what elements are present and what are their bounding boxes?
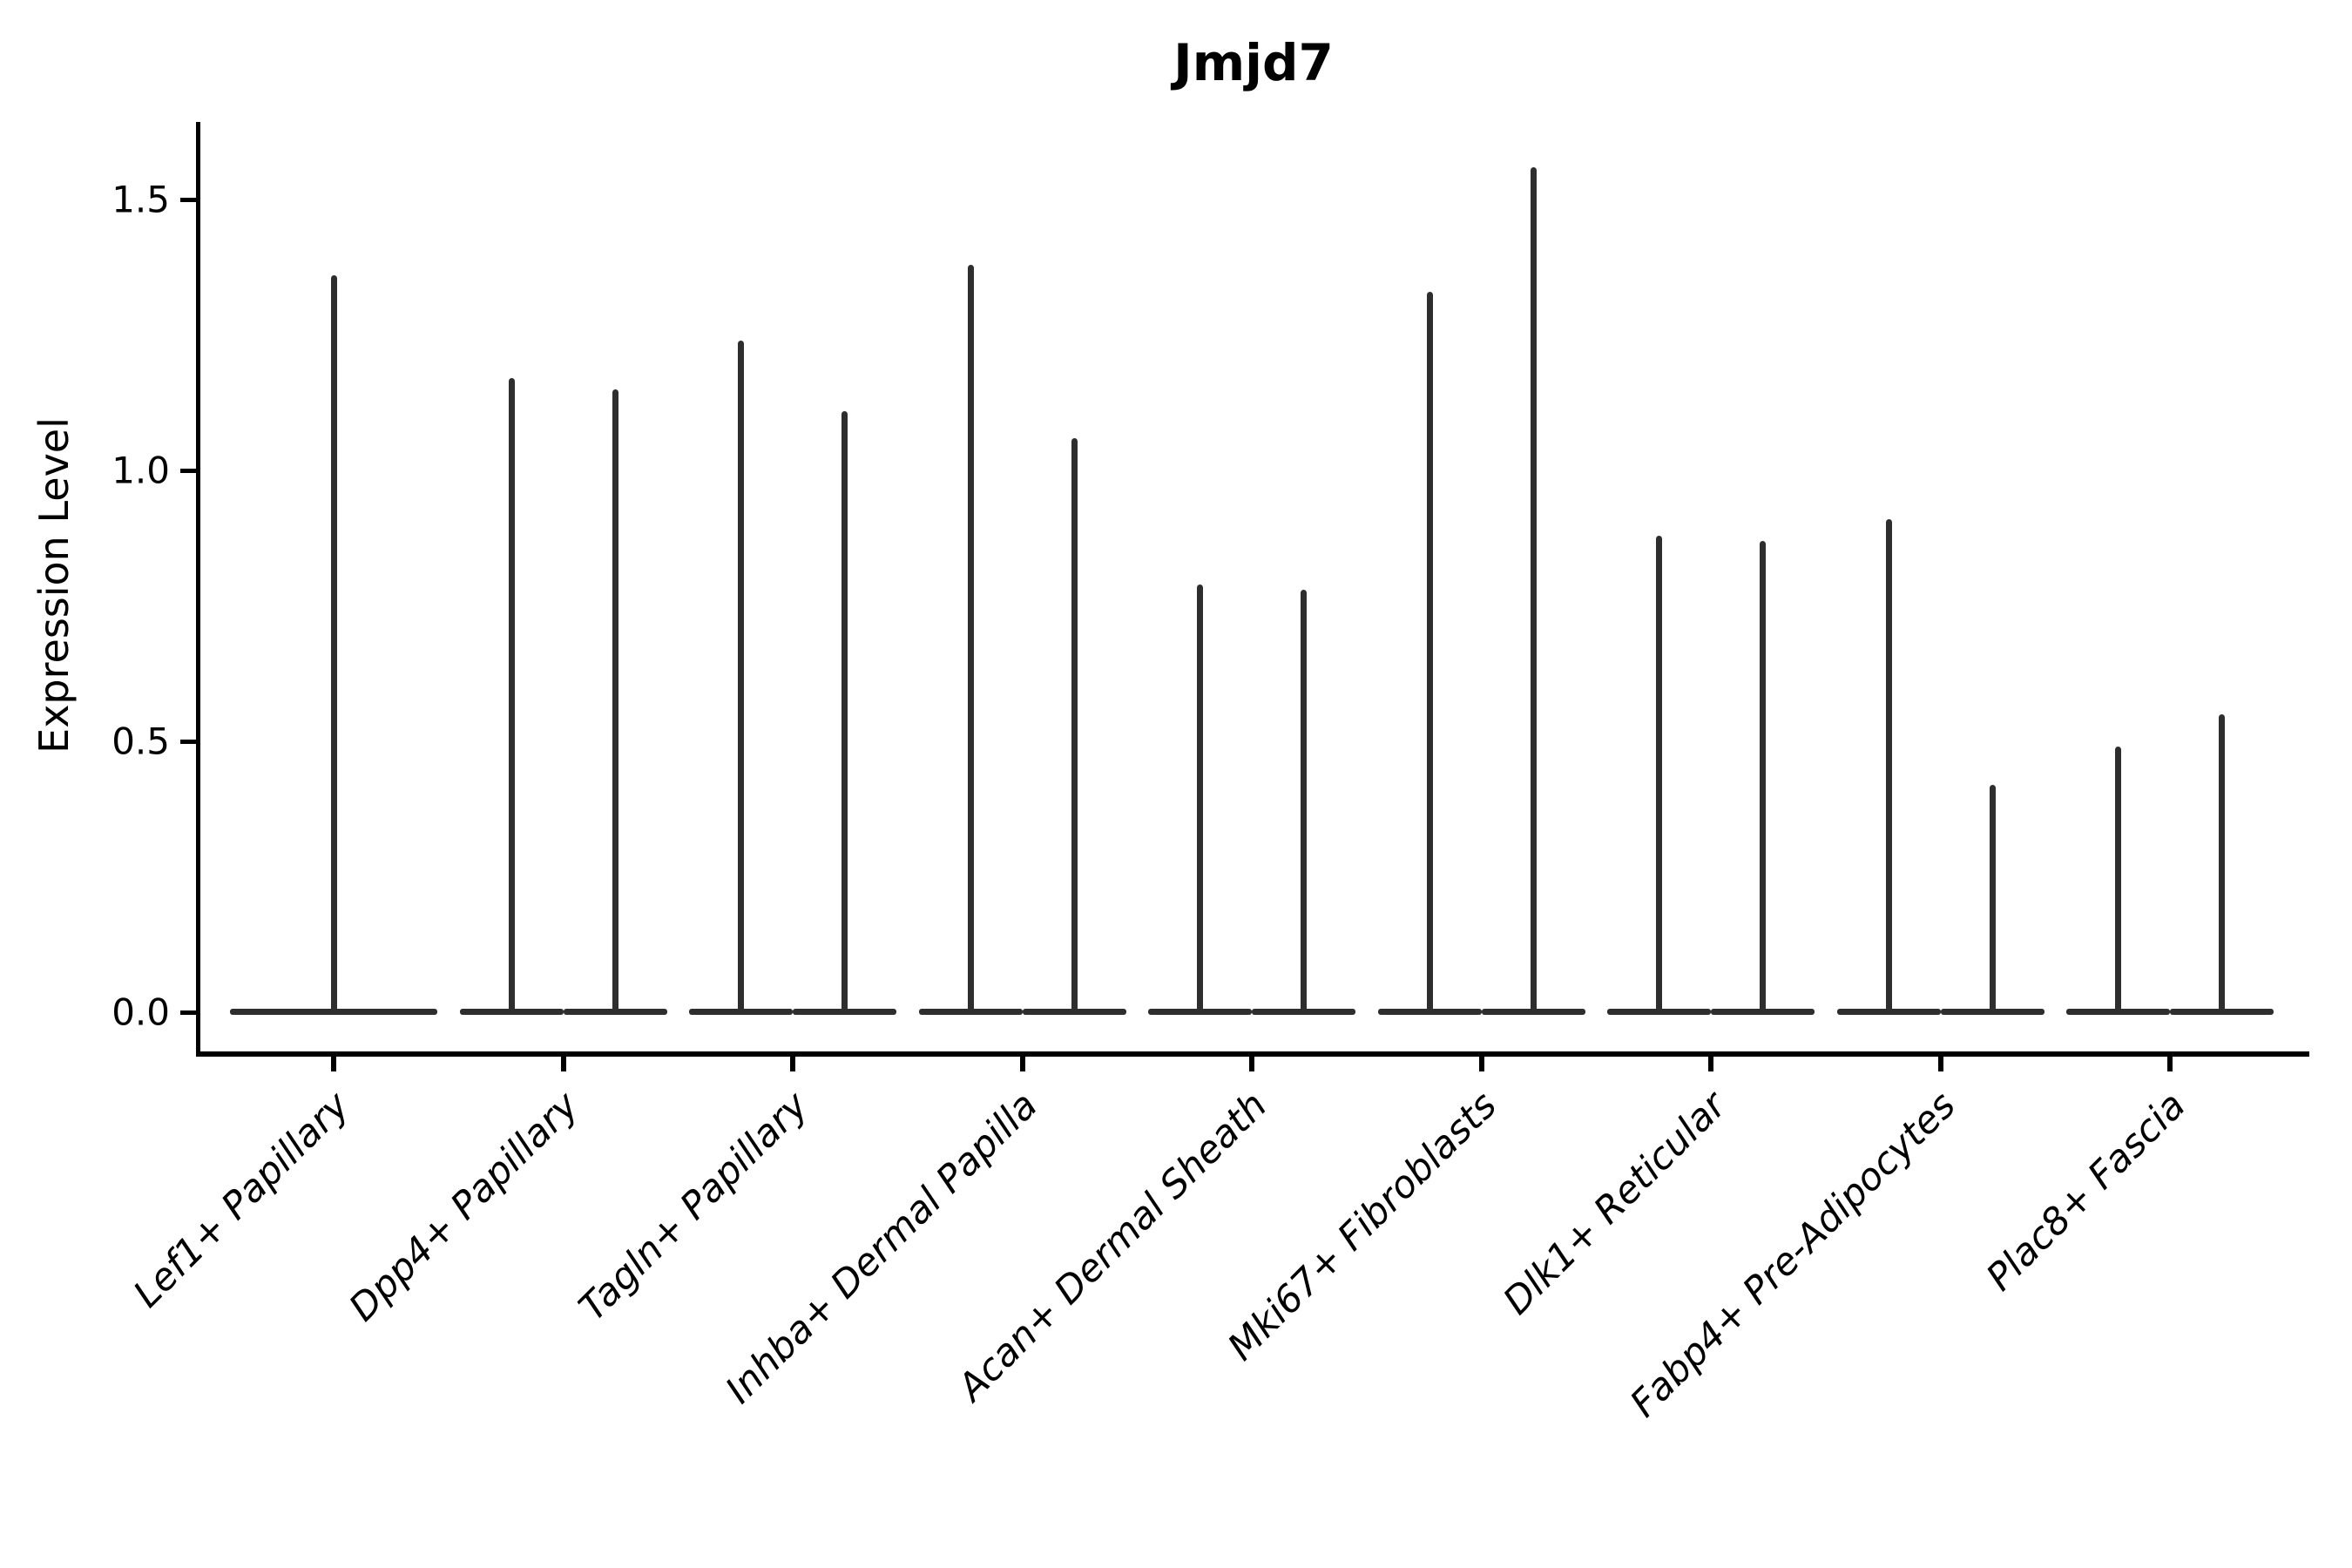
violin-spike — [1301, 589, 1307, 1012]
violin-spike — [2219, 713, 2225, 1012]
x-tick — [2167, 1057, 2173, 1071]
violin-spike — [2115, 747, 2121, 1012]
x-tick — [790, 1057, 795, 1071]
violin-spike — [1071, 437, 1078, 1012]
violin-spike — [1426, 291, 1433, 1012]
violin-spike — [508, 378, 515, 1012]
x-tick — [331, 1057, 336, 1071]
y-tick — [180, 197, 198, 202]
y-axis-spine — [196, 122, 200, 1057]
x-tick-label: Dpp4+ Papillary — [341, 1084, 587, 1330]
y-tick-label: 0.0 — [112, 990, 170, 1034]
x-tick — [1937, 1057, 1943, 1071]
y-tick — [180, 1010, 198, 1015]
x-tick — [1019, 1057, 1025, 1071]
violin-spike — [1530, 166, 1537, 1012]
y-tick — [180, 468, 198, 473]
violin-spike — [1197, 584, 1203, 1012]
violin-spike — [330, 275, 337, 1012]
x-tick-label: Lef1+ Papillary — [125, 1084, 358, 1316]
x-tick — [1708, 1057, 1713, 1071]
violin-spike — [967, 264, 974, 1012]
chart-title: Jmjd7 — [1173, 33, 1334, 92]
violin-spike — [738, 340, 744, 1012]
y-axis-label: Expression Level — [30, 417, 78, 754]
y-tick-label: 1.0 — [112, 449, 170, 492]
x-tick-label: Plac8+ Fascia — [1977, 1084, 2194, 1300]
violin-spike — [841, 410, 848, 1012]
x-tick — [560, 1057, 566, 1071]
x-tick — [1249, 1057, 1254, 1071]
violin-spike — [1885, 518, 1892, 1012]
y-tick — [180, 739, 198, 744]
violin-spike — [1656, 535, 1662, 1012]
x-tick — [1478, 1057, 1484, 1071]
y-tick-label: 0.5 — [112, 720, 170, 763]
y-tick-label: 1.5 — [112, 178, 170, 221]
x-tick-label: Tagln+ Papillary — [571, 1084, 817, 1330]
violin-spike — [612, 389, 618, 1012]
violin-spike — [1760, 540, 1766, 1012]
x-tick-label: Dlk1+ Reticular — [1495, 1084, 1735, 1324]
x-axis-spine — [196, 1051, 2309, 1057]
violin-spike — [1989, 784, 1996, 1012]
